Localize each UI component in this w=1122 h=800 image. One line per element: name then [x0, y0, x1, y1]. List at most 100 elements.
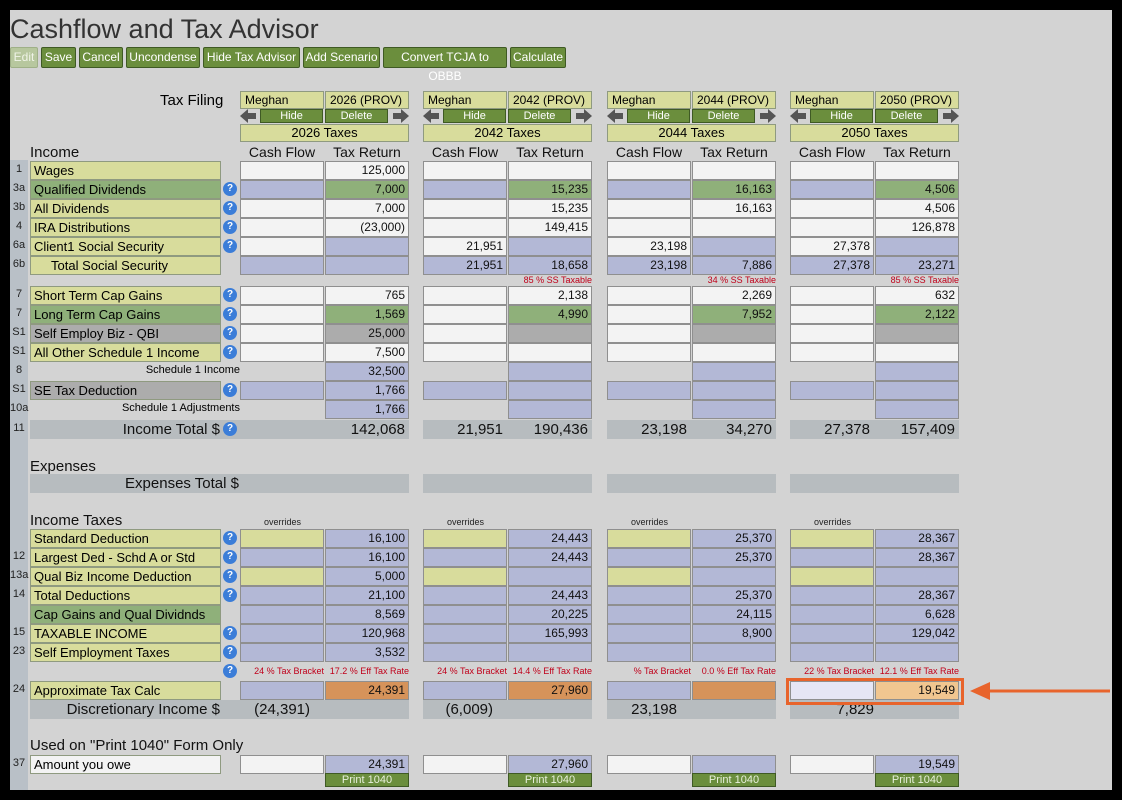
income-cell-cashflow[interactable]	[790, 324, 874, 343]
hide-button[interactable]: Hide	[260, 109, 323, 123]
tax-cell-taxreturn[interactable]: 25,370	[692, 529, 776, 548]
income-cell-taxreturn[interactable]	[875, 237, 959, 256]
tax-cell-taxreturn[interactable]: 24,391	[325, 681, 409, 700]
income-cell-cashflow[interactable]: 23,198	[607, 256, 691, 275]
owe-cell-taxreturn[interactable]: 19,549	[875, 755, 959, 774]
tax-cell-cashflow[interactable]	[240, 681, 324, 700]
help-icon[interactable]: ?	[223, 422, 237, 436]
income-cell-taxreturn[interactable]	[508, 161, 592, 180]
owe-cell-cashflow[interactable]	[790, 755, 874, 774]
income-cell-taxreturn[interactable]: 7,952	[692, 305, 776, 324]
income-cell-cashflow[interactable]	[607, 180, 691, 199]
tax-cell-cashflow[interactable]	[423, 624, 507, 643]
help-icon[interactable]: ?	[223, 345, 237, 359]
person-select[interactable]: Meghan	[423, 91, 507, 109]
arrow-left-icon[interactable]	[423, 109, 439, 123]
print-1040-button[interactable]: Print 1040	[875, 773, 959, 787]
tax-cell-cashflow[interactable]	[240, 605, 324, 624]
income-cell-cashflow[interactable]: 27,378	[790, 237, 874, 256]
income-cell-taxreturn[interactable]	[692, 324, 776, 343]
tax-cell-cashflow[interactable]	[790, 586, 874, 605]
tax-cell-cashflow[interactable]	[607, 605, 691, 624]
help-icon[interactable]: ?	[223, 383, 237, 397]
edit-button[interactable]: Edit	[10, 47, 38, 68]
income-cell-taxreturn[interactable]	[875, 324, 959, 343]
arrow-right-icon[interactable]	[760, 109, 776, 123]
tax-cell-taxreturn[interactable]	[692, 567, 776, 586]
income-cell-cashflow[interactable]	[423, 199, 507, 218]
arrow-left-icon[interactable]	[240, 109, 256, 123]
person-select[interactable]: Meghan	[240, 91, 324, 109]
owe-cell-cashflow[interactable]	[607, 755, 691, 774]
tax-cell-cashflow[interactable]	[240, 624, 324, 643]
person-select[interactable]: Meghan	[607, 91, 691, 109]
help-icon[interactable]: ?	[223, 307, 237, 321]
income-cell-cashflow[interactable]	[240, 343, 324, 362]
income-cell-taxreturn[interactable]	[692, 237, 776, 256]
tax-cell-cashflow[interactable]	[423, 529, 507, 548]
tax-cell-taxreturn[interactable]: 27,960	[508, 681, 592, 700]
income-cell-taxreturn[interactable]: 125,000	[325, 161, 409, 180]
income-cell-taxreturn[interactable]: 149,415	[508, 218, 592, 237]
income-cell-cashflow[interactable]	[240, 237, 324, 256]
tax-cell-taxreturn[interactable]: 3,532	[325, 643, 409, 662]
tax-cell-taxreturn[interactable]: 24,115	[692, 605, 776, 624]
income-cell-taxreturn[interactable]	[692, 400, 776, 419]
tax-cell-taxreturn[interactable]: 6,628	[875, 605, 959, 624]
income-cell-taxreturn[interactable]: 25,000	[325, 324, 409, 343]
income-cell-cashflow[interactable]	[423, 218, 507, 237]
income-cell-taxreturn[interactable]	[508, 343, 592, 362]
income-cell-cashflow[interactable]	[240, 381, 324, 400]
income-cell-taxreturn[interactable]	[508, 362, 592, 381]
income-cell-cashflow[interactable]	[423, 343, 507, 362]
help-icon[interactable]: ?	[223, 550, 237, 564]
tax-cell-cashflow[interactable]	[607, 529, 691, 548]
tax-cell-cashflow[interactable]	[607, 586, 691, 605]
income-cell-cashflow[interactable]	[240, 218, 324, 237]
delete-button[interactable]: Delete	[692, 109, 755, 123]
year-select[interactable]: 2050 (PROV)	[875, 91, 959, 109]
income-cell-cashflow[interactable]	[790, 305, 874, 324]
income-cell-taxreturn[interactable]: 126,878	[875, 218, 959, 237]
tax-cell-cashflow[interactable]	[790, 567, 874, 586]
tax-cell-cashflow[interactable]	[607, 548, 691, 567]
income-cell-cashflow[interactable]	[607, 286, 691, 305]
income-cell-taxreturn[interactable]: 7,500	[325, 343, 409, 362]
income-cell-cashflow[interactable]	[423, 286, 507, 305]
income-cell-taxreturn[interactable]: 2,269	[692, 286, 776, 305]
tax-cell-taxreturn[interactable]: 8,569	[325, 605, 409, 624]
help-icon[interactable]: ?	[223, 288, 237, 302]
tax-cell-taxreturn[interactable]: 19,549	[875, 681, 959, 700]
calculate-button[interactable]: Calculate	[510, 47, 566, 68]
tax-cell-cashflow[interactable]	[607, 643, 691, 662]
help-icon[interactable]: ?	[223, 569, 237, 583]
income-cell-cashflow[interactable]	[423, 305, 507, 324]
arrow-left-icon[interactable]	[607, 109, 623, 123]
income-cell-cashflow[interactable]	[607, 199, 691, 218]
tax-cell-cashflow[interactable]	[607, 681, 691, 700]
hide-tax-advisor-button[interactable]: Hide Tax Advisor	[203, 47, 300, 68]
tax-cell-taxreturn[interactable]: 28,367	[875, 586, 959, 605]
add-scenario-button[interactable]: Add Scenario	[303, 47, 380, 68]
income-cell-taxreturn[interactable]	[692, 343, 776, 362]
tax-cell-taxreturn[interactable]: 165,993	[508, 624, 592, 643]
help-icon[interactable]: ?	[223, 531, 237, 545]
hide-button[interactable]: Hide	[810, 109, 873, 123]
print-1040-button[interactable]: Print 1040	[692, 773, 776, 787]
help-icon[interactable]: ?	[223, 182, 237, 196]
help-icon[interactable]: ?	[223, 326, 237, 340]
income-cell-cashflow[interactable]	[240, 324, 324, 343]
tax-cell-taxreturn[interactable]: 21,100	[325, 586, 409, 605]
tax-cell-taxreturn[interactable]: 25,370	[692, 586, 776, 605]
tax-cell-taxreturn[interactable]: 5,000	[325, 567, 409, 586]
income-cell-taxreturn[interactable]	[325, 256, 409, 275]
income-cell-cashflow[interactable]	[607, 161, 691, 180]
income-cell-cashflow[interactable]: 23,198	[607, 237, 691, 256]
hide-button[interactable]: Hide	[443, 109, 506, 123]
tax-cell-taxreturn[interactable]: 28,367	[875, 548, 959, 567]
year-select[interactable]: 2042 (PROV)	[508, 91, 592, 109]
tax-cell-cashflow[interactable]	[240, 643, 324, 662]
help-icon[interactable]: ?	[223, 220, 237, 234]
help-icon[interactable]: ?	[223, 239, 237, 253]
income-cell-cashflow[interactable]	[607, 305, 691, 324]
